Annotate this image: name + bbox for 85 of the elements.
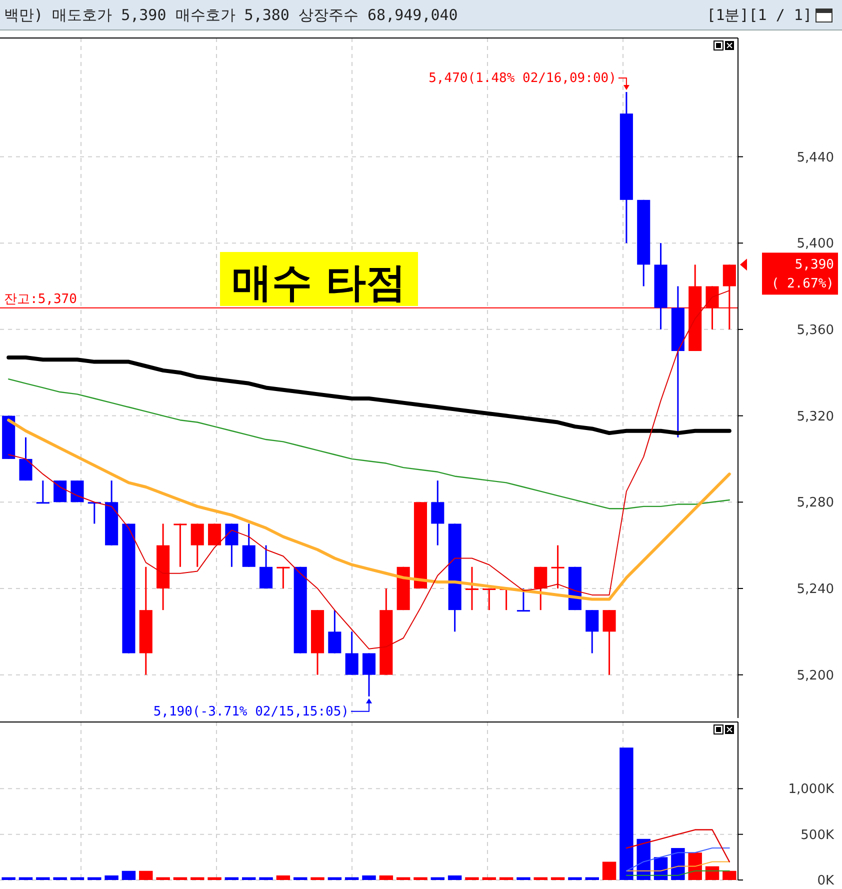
bar [534, 877, 548, 880]
annotation: 매수 타점 [232, 260, 406, 306]
bar [224, 877, 239, 880]
candlestick [260, 544, 273, 590]
bar [465, 877, 479, 880]
bar [156, 877, 170, 880]
bar [602, 862, 616, 880]
bar [722, 870, 736, 880]
candlestick [465, 566, 478, 611]
line-series [626, 829, 730, 862]
candlestick [242, 522, 256, 568]
ref-line-label: 잔고:5,370 [4, 292, 77, 307]
candlestick [586, 609, 599, 654]
bar [499, 877, 514, 880]
bar [448, 875, 462, 880]
bar [88, 877, 102, 880]
bar [550, 877, 565, 880]
bar [482, 877, 496, 880]
bar [396, 877, 410, 880]
y-tick-label: 500K [800, 828, 834, 843]
candlestick [345, 630, 358, 676]
bar [310, 877, 324, 880]
candlestick [225, 522, 238, 568]
bar [379, 875, 394, 880]
candlestick [362, 652, 376, 698]
candlestick [534, 566, 548, 611]
bar [104, 875, 118, 880]
bar [2, 877, 16, 880]
bar [414, 877, 428, 880]
bar [344, 877, 359, 880]
y-tick-label: 5,240 [796, 582, 834, 598]
candlestick [190, 522, 204, 568]
candlestick [431, 480, 444, 546]
candlestick [174, 522, 187, 568]
bar [568, 877, 582, 880]
candlestick [551, 544, 564, 590]
bar [328, 877, 342, 880]
candlestick [602, 609, 616, 676]
candlestick [70, 480, 84, 503]
bar [362, 875, 376, 880]
line-series [6, 355, 732, 436]
y-tick-label: 1,000K [788, 782, 834, 798]
y-tick-label: 5,440 [796, 150, 834, 166]
bar [18, 877, 33, 880]
bar [122, 870, 136, 880]
text: ( 2.67%) [771, 276, 834, 292]
bar [620, 748, 634, 880]
candlestick [328, 609, 342, 654]
candlestick [276, 566, 290, 590]
bar [139, 870, 153, 880]
line-series [8, 378, 730, 510]
line-series [626, 848, 730, 872]
chart-subtitle: [1분][1 / 1] [706, 6, 812, 24]
bar [430, 877, 445, 880]
bar [259, 877, 273, 880]
text: 5,390 [794, 258, 834, 273]
bar [293, 877, 308, 880]
y-tick-label: 5,320 [796, 409, 834, 424]
bar [173, 877, 188, 880]
bar [276, 875, 290, 880]
bar [242, 877, 256, 880]
bar [705, 866, 720, 880]
candlestick [54, 480, 67, 503]
bar [688, 852, 702, 880]
bar [53, 877, 67, 880]
y-tick-label: 0K [817, 874, 834, 889]
bar [208, 877, 222, 880]
candlestick [516, 588, 530, 612]
line-series [7, 418, 731, 601]
chart-title: 백만) 매도호가 5,390 매수호가 5,380 상장주수 68,949,040 [4, 6, 458, 24]
candlestick [208, 522, 222, 546]
annotation: 5,190(-3.71% 02/15,15:05) [153, 704, 349, 720]
y-tick-label: 5,400 [796, 236, 834, 252]
bar [516, 877, 530, 880]
candlestick [19, 436, 32, 482]
candlestick [482, 588, 496, 611]
bar [70, 877, 84, 880]
bar [585, 877, 599, 880]
y-tick-label: 5,200 [796, 668, 834, 684]
candlestick [36, 480, 50, 504]
y-tick-label: 5,360 [796, 322, 834, 338]
y-tick-label: 5,280 [796, 496, 834, 511]
annotation: 5,470(1.48% 02/16,09:00) [428, 70, 616, 86]
bar [190, 877, 204, 880]
bar [36, 877, 50, 880]
